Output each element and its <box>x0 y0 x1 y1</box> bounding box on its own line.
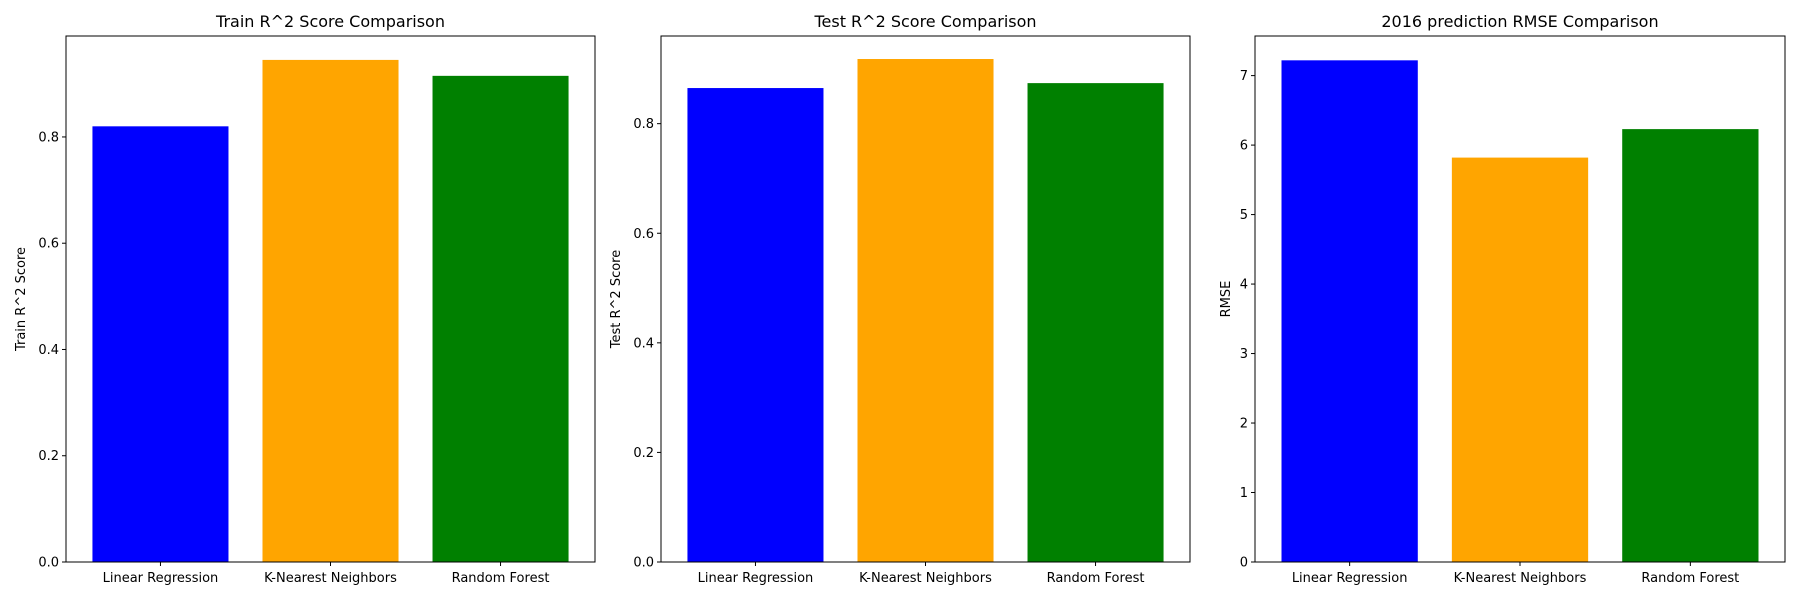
y-axis-label: RMSE <box>1219 281 1234 318</box>
y-tick-label: 0.0 <box>38 556 59 571</box>
x-tick-label: K-Nearest Neighbors <box>264 571 397 586</box>
x-tick-label: K-Nearest Neighbors <box>859 571 992 586</box>
chart-test-r2: Test R^2 Score Comparison Test R^2 Score… <box>609 12 1191 586</box>
x-tick-label: Random Forest <box>1641 571 1739 586</box>
y-tick-label: 0.8 <box>633 117 654 132</box>
bar-linear-regression <box>687 88 824 563</box>
bar-random-forest <box>1027 83 1164 563</box>
bar-k-nearest-neighbors <box>262 59 399 562</box>
plot-area <box>687 59 1164 563</box>
y-axis-label: Train R^2 Score <box>14 247 29 352</box>
y-tick-label: 0.0 <box>633 556 654 571</box>
bar-k-nearest-neighbors <box>857 59 994 562</box>
y-tick-label: 0.6 <box>633 227 654 242</box>
y-tick-label: 0.2 <box>633 446 654 461</box>
x-tick-label: Random Forest <box>1047 571 1145 586</box>
bar-linear-regression <box>1281 60 1418 562</box>
plot-area <box>92 59 569 562</box>
y-tick-label: 1 <box>1240 486 1248 501</box>
bar-linear-regression <box>92 126 229 562</box>
plot-area <box>1281 60 1759 563</box>
y-tick-label: 5 <box>1240 208 1248 223</box>
x-tick-label: Linear Regression <box>103 571 219 586</box>
y-tick-label: 2 <box>1240 417 1248 432</box>
x-tick-label: Random Forest <box>452 571 550 586</box>
chart-title: 2016 prediction RMSE Comparison <box>1381 12 1658 31</box>
x-tick-label: K-Nearest Neighbors <box>1454 571 1587 586</box>
chart-title: Test R^2 Score Comparison <box>813 12 1036 31</box>
y-tick-label: 6 <box>1240 139 1248 154</box>
bar-random-forest <box>432 75 569 562</box>
y-axis-label: Test R^2 Score <box>609 250 624 349</box>
x-tick-label: Linear Regression <box>698 571 814 586</box>
chart-rmse: 2016 prediction RMSE Comparison RMSE Lin… <box>1219 12 1786 586</box>
y-tick-label: 0.6 <box>38 237 59 252</box>
x-tick-label: Linear Regression <box>1292 571 1408 586</box>
y-tick-label: 7 <box>1240 69 1248 84</box>
y-tick-label: 3 <box>1240 347 1248 362</box>
y-tick-label: 0.4 <box>38 343 59 358</box>
bar-k-nearest-neighbors <box>1451 157 1589 562</box>
y-tick-label: 0.8 <box>38 130 59 145</box>
y-tick-label: 4 <box>1240 278 1248 293</box>
bar-random-forest <box>1622 129 1759 563</box>
chart-title: Train R^2 Score Comparison <box>215 12 445 31</box>
chart-train-r2: Train R^2 Score Comparison Train R^2 Sco… <box>14 12 596 586</box>
y-tick-label: 0.2 <box>38 449 59 464</box>
y-tick-label: 0.4 <box>633 336 654 351</box>
y-tick-label: 0 <box>1240 556 1248 571</box>
